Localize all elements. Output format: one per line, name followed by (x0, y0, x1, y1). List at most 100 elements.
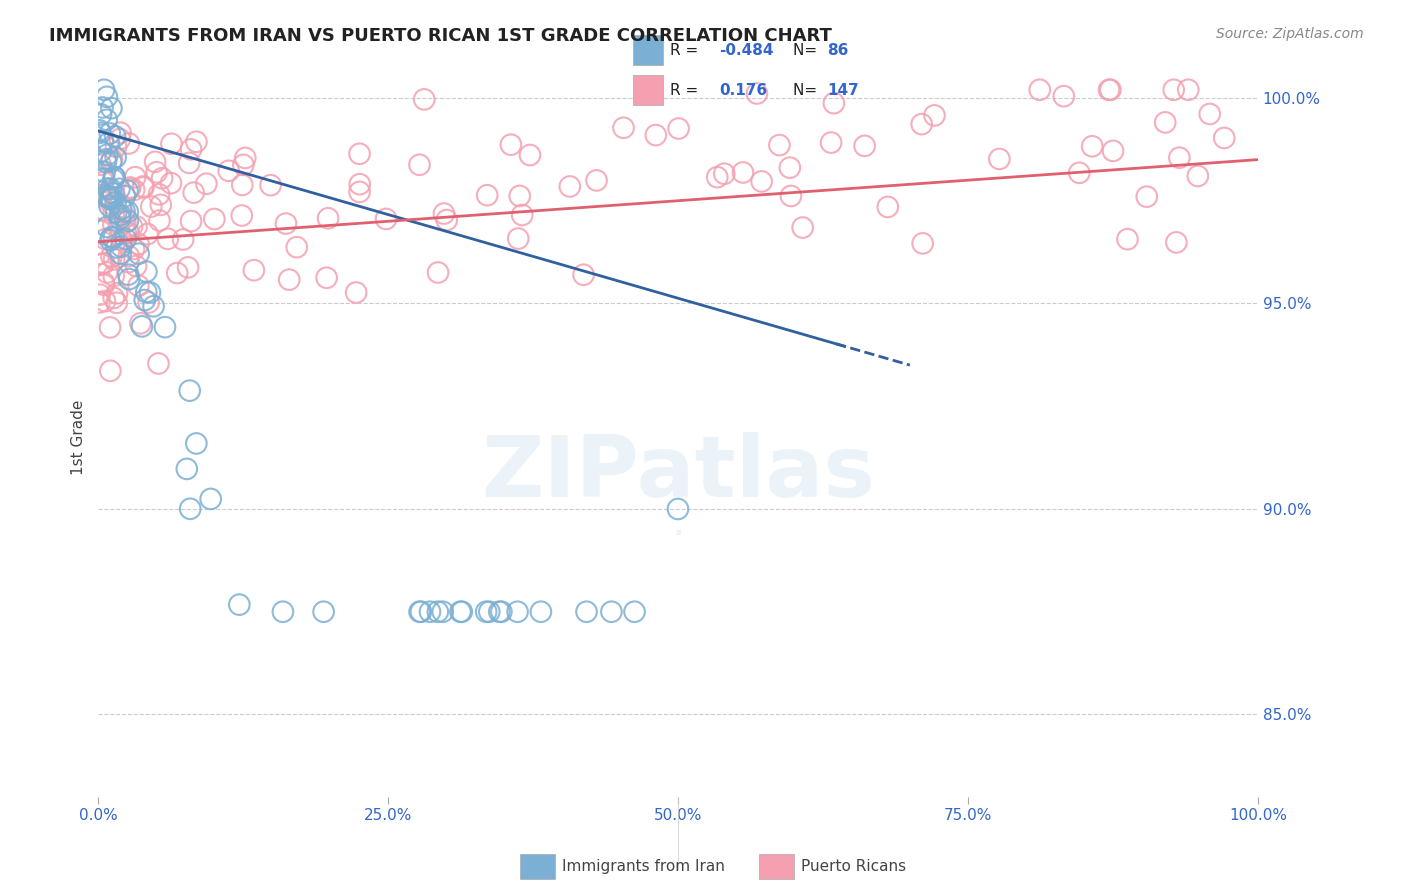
Point (117, 255, 139, 269)
Point (160, 136, 183, 151)
Point (103, 170, 125, 185)
Point (89, 295, 111, 310)
Point (312, 605, 335, 619)
Point (122, 183, 145, 197)
Text: 0.176: 0.176 (720, 83, 768, 98)
Point (100, 101, 122, 115)
Point (117, 214, 139, 228)
Point (90, 257, 112, 271)
Point (243, 263, 266, 277)
Point (114, 189, 136, 203)
Point (94, 232, 117, 246)
Point (186, 436, 208, 450)
Point (172, 233, 194, 247)
Point (600, 605, 623, 619)
Point (1166, 235, 1188, 250)
Point (100, 233, 122, 247)
Point (100, 182, 122, 196)
Point (114, 211, 136, 225)
Point (666, 502, 689, 516)
Point (506, 605, 529, 619)
Point (231, 209, 253, 223)
Point (166, 266, 188, 280)
Point (508, 231, 530, 245)
Point (153, 320, 176, 334)
Point (110, 202, 132, 216)
Point (93, 202, 115, 217)
Point (316, 211, 339, 226)
Point (128, 237, 150, 252)
Point (876, 200, 898, 214)
Point (100, 190, 122, 204)
Point (668, 121, 690, 136)
Point (89, 287, 111, 301)
Point (1069, 166, 1091, 180)
Point (141, 200, 163, 214)
Point (233, 151, 256, 165)
Point (179, 384, 201, 398)
Point (1187, 169, 1209, 183)
Point (1198, 107, 1220, 121)
Point (98, 364, 121, 378)
Y-axis label: 1st Grade: 1st Grade (72, 400, 86, 475)
Point (93, 256, 115, 270)
Point (100, 192, 122, 206)
Point (413, 92, 436, 106)
Point (148, 356, 170, 370)
Point (349, 185, 371, 199)
Point (139, 285, 162, 300)
Point (96, 266, 118, 280)
Point (349, 146, 371, 161)
Point (177, 260, 200, 275)
Point (90, 145, 112, 159)
Point (491, 605, 513, 619)
Point (150, 171, 173, 186)
Point (988, 152, 1011, 166)
Point (344, 285, 367, 300)
Point (98, 127, 121, 141)
Point (409, 605, 432, 619)
Point (160, 176, 183, 190)
Point (108, 182, 131, 196)
Point (510, 208, 533, 222)
Point (111, 233, 134, 247)
Point (477, 188, 499, 202)
Point (110, 239, 132, 253)
Point (232, 158, 254, 172)
Point (132, 180, 155, 194)
Point (103, 291, 125, 305)
Point (117, 268, 139, 282)
Point (114, 232, 136, 246)
Point (100, 154, 122, 169)
Text: ZIPatlas: ZIPatlas (481, 432, 875, 515)
Text: IMMIGRANTS FROM IRAN VS PUERTO RICAN 1ST GRADE CORRELATION CHART: IMMIGRANTS FROM IRAN VS PUERTO RICAN 1ST… (49, 27, 832, 45)
Point (104, 129, 127, 144)
Point (924, 108, 946, 122)
Point (285, 240, 308, 254)
Point (118, 226, 141, 240)
Point (138, 295, 160, 310)
Text: R =: R = (669, 43, 703, 58)
Point (105, 295, 128, 310)
Point (135, 264, 157, 278)
Point (408, 605, 430, 619)
Point (96, 219, 118, 234)
Point (530, 605, 553, 619)
Point (585, 173, 607, 187)
Point (823, 96, 845, 111)
Point (427, 265, 450, 279)
Point (103, 231, 125, 245)
Point (135, 285, 157, 299)
Point (911, 236, 934, 251)
Text: Puerto Ricans: Puerto Ricans (801, 859, 907, 873)
Point (90, 158, 112, 172)
Point (180, 142, 202, 156)
Point (731, 165, 754, 179)
Point (104, 195, 127, 210)
Point (623, 605, 645, 619)
Point (117, 204, 139, 219)
Point (98, 320, 121, 334)
Point (101, 153, 124, 167)
Point (89, 123, 111, 137)
Point (1099, 83, 1122, 97)
